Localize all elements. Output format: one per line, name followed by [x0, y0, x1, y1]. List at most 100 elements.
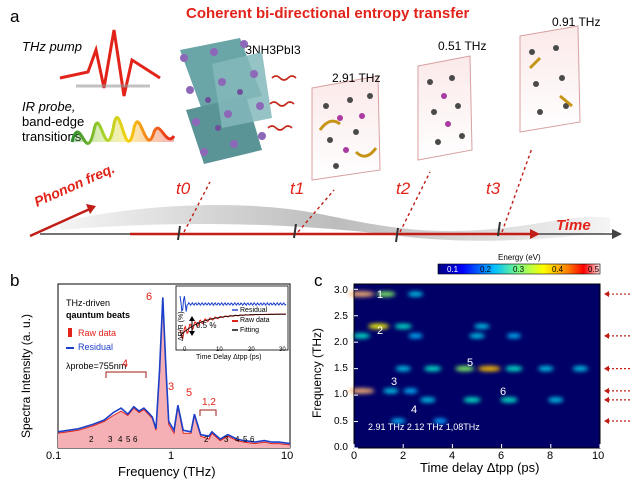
ir-probe-wave	[70, 116, 176, 145]
heatmap-blob	[548, 397, 564, 403]
t0-label: t0	[176, 179, 191, 198]
mode-label-1: 1	[377, 289, 384, 301]
heatmap-blob	[463, 397, 481, 403]
panel-b-xlabel: Frequency (THz)	[118, 464, 216, 479]
heatmap-blob	[352, 333, 370, 339]
panel-b-xtick-2: 10	[281, 450, 294, 462]
mode-label-4: 4	[411, 404, 418, 416]
inset-legend-raw: Raw data	[240, 317, 270, 324]
panel-b-xtick-0: 0.1	[46, 450, 62, 462]
colorbar-tick-0: 0.1	[447, 265, 459, 274]
heatmap-blob	[408, 333, 423, 339]
inset-xtick-2: 20	[248, 347, 255, 353]
peak-label-3: 3	[168, 381, 175, 393]
mode-label-6: 6	[500, 386, 507, 398]
heatmap-blob	[394, 323, 412, 329]
panel-c-ytick-1: 0.5	[334, 416, 348, 427]
heatmap-blob	[505, 366, 523, 372]
ir-probe-label-2: band-edge	[22, 114, 85, 129]
panel-c-ytick-3: 1.5	[334, 363, 348, 374]
t2-label: t2	[396, 179, 411, 198]
panel-b-label: b	[10, 271, 20, 290]
panel-c-footer: 2.91 THz 2.12 THz 1,08THz	[368, 422, 480, 432]
heatmap-blob	[395, 366, 411, 372]
heatmap-blob	[474, 323, 490, 329]
panel-c-side-arrows	[604, 291, 630, 425]
panel-c-xtick-2: 4	[449, 450, 456, 462]
side-arrow-head	[604, 291, 609, 298]
panel-c-ylabel: Frequency (THz)	[310, 327, 324, 418]
inset-legend-fit: Fitting	[240, 327, 260, 334]
side-arrow-head	[604, 387, 609, 394]
side-arrow-head	[604, 418, 609, 425]
mode-label-3: 3	[391, 376, 398, 388]
inset-xtick-1: 10	[216, 347, 223, 353]
residual-line	[57, 297, 291, 445]
heatmap-blob	[478, 366, 501, 372]
ir-probe-label-1: IR probe,	[22, 99, 76, 114]
panel-c-xtick-1: 2	[400, 450, 407, 462]
time-label: Time	[556, 217, 591, 234]
panel-b-minor-4: 6	[133, 435, 138, 444]
heatmap-blob	[407, 291, 424, 297]
panel-b-minor-6: 3	[224, 435, 229, 444]
thz-pump-label: THz pump	[22, 39, 82, 54]
heatmap-blob	[376, 291, 396, 297]
thz-pump-wave	[59, 29, 161, 97]
inset-scale-label: 0.5 %	[196, 321, 217, 330]
panel-a-label: a	[10, 7, 20, 26]
panel-b-minor-2: 4	[118, 435, 123, 444]
t3-label: t3	[486, 179, 501, 198]
colorbar-tick-1: 0.2	[480, 265, 492, 274]
mode-label-5: 5	[467, 357, 474, 369]
peak-brackets	[105, 371, 217, 416]
heatmap-blob	[572, 366, 589, 372]
inset-xtick-3: 30	[279, 347, 286, 353]
perovskite-lattice	[180, 38, 272, 164]
freq-label-t3: 0.91 THz	[552, 15, 601, 29]
inset-legend-raw-marker	[232, 320, 238, 322]
panel-b-minor-8: 5	[243, 435, 248, 444]
snapshot-t3	[519, 25, 581, 133]
panel-a-title: Coherent bi-directional entropy transfer	[186, 5, 470, 22]
emission-wiggles	[267, 75, 297, 131]
timeline-ticks	[177, 221, 501, 243]
side-arrow-head	[604, 332, 609, 339]
timeline-wave	[60, 204, 610, 241]
peak-label-1-2: 1,2	[202, 397, 216, 408]
heatmap-blob	[455, 366, 475, 372]
inset-legend-residual: Residual	[240, 307, 268, 314]
ir-probe-label-3: transitions	[22, 129, 82, 144]
heatmap-blob	[506, 333, 522, 339]
panel-c-label: c	[314, 271, 323, 290]
colorbar	[437, 263, 601, 275]
inset-xlabel: Time Delay Δtpp (ps)	[196, 354, 262, 361]
peak-label-6: 6	[146, 291, 153, 303]
t1-label: t1	[290, 179, 305, 198]
panel-b-minor-9: 6	[250, 435, 255, 444]
panel-b-minor-1: 3	[108, 435, 113, 444]
panel-c-ytick-6: 3.0	[334, 285, 348, 296]
panel-b-minor-7: 4	[235, 435, 240, 444]
heatmap-blob	[469, 333, 485, 339]
panel-b-minor-3: 5	[126, 435, 131, 444]
panel-c-ticks	[353, 288, 601, 449]
panel-b-legend-raw: Raw data	[78, 328, 117, 338]
panel-c-xtick-3: 6	[498, 450, 505, 462]
side-arrow-head	[604, 365, 609, 372]
panel-b-xtick-1: 1	[168, 450, 175, 462]
peak-label-4: 4	[122, 358, 129, 370]
panel-c-xtick-5: 10	[592, 450, 605, 462]
heatmap-blobs	[348, 291, 589, 424]
inset-fit-trace	[179, 313, 287, 337]
freq-label-t1: 2.91 THz	[332, 71, 381, 85]
legend-raw-marker	[68, 328, 72, 337]
side-arrow-head	[604, 396, 609, 403]
panel-b-minor-5: 2	[204, 435, 209, 444]
panel-b-probe-label: λprobe=755nm	[66, 361, 127, 371]
panel-b-minor-0: 2	[89, 435, 94, 444]
heatmap-blob	[403, 388, 418, 394]
heatmap-blob	[538, 366, 554, 372]
